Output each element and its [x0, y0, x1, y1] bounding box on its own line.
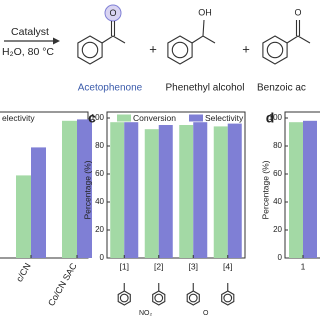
ring-bond: [188, 293, 198, 303]
y-axis-label: Percentage (%): [82, 160, 92, 219]
x-tick-label: [2]: [154, 261, 163, 271]
bar: [213, 126, 228, 259]
y-tick-label: 80: [95, 141, 104, 150]
y-tick-label: 40: [273, 197, 282, 206]
substituent: NO₂: [139, 310, 153, 317]
panel-label: c: [88, 110, 96, 126]
bar: [179, 125, 194, 258]
condition: H₂O, 80 °C: [2, 46, 54, 58]
ring-bond: [171, 41, 189, 59]
bond: [101, 21, 126, 44]
ring-bond: [119, 293, 129, 303]
x-tick-label: 1: [301, 261, 306, 271]
benzene-ring: [77, 35, 103, 65]
atom: OH: [198, 7, 212, 17]
bar: [16, 175, 31, 258]
benzene-ring: [186, 290, 200, 306]
bar: [62, 120, 77, 258]
bar: [289, 122, 303, 258]
x-tick-label: Co/CN SAC: [46, 261, 79, 308]
legend-swatch: [117, 114, 131, 122]
product-name: Phenethyl alcohol: [166, 83, 245, 94]
bond: [191, 19, 216, 44]
bar: [193, 122, 208, 258]
condition: Catalyst: [11, 26, 49, 38]
ring-bond: [266, 41, 284, 59]
ring-bond: [81, 41, 99, 59]
x-tick-label: [3]: [189, 261, 198, 271]
bond: [286, 20, 311, 44]
x-tick-label: [1]: [120, 261, 129, 271]
y-tick-label: 0: [278, 253, 283, 262]
y-tick-label: 0: [100, 253, 105, 262]
benzene-ring: [117, 290, 131, 306]
x-tick-label: c/CN: [14, 261, 33, 283]
bar: [77, 119, 92, 259]
bar: [31, 147, 46, 258]
legend-label: Selectivity: [205, 113, 244, 123]
x-tick-label: [4]: [223, 261, 232, 271]
bar: [158, 125, 173, 258]
legend-label: electivity: [2, 113, 35, 123]
plus: +: [242, 41, 250, 56]
y-tick-label: 40: [95, 197, 104, 206]
highlight: [104, 4, 122, 22]
legend-swatch: [189, 114, 203, 122]
atom: O: [294, 7, 301, 17]
substituent: O: [203, 310, 209, 317]
benzene-ring: [221, 290, 235, 306]
bar: [110, 122, 125, 258]
bar: [144, 129, 159, 258]
plus: +: [149, 41, 157, 56]
product-name: Acetophenone: [78, 83, 143, 94]
y-tick-label: 60: [273, 169, 282, 178]
y-axis-label: Percentage (%): [260, 160, 270, 219]
legend-label: Conversion: [133, 113, 176, 123]
atom: O: [109, 8, 116, 18]
y-tick-label: 60: [95, 169, 104, 178]
bar: [227, 123, 242, 258]
y-tick-label: 20: [273, 225, 282, 234]
product-name: Benzoic ac: [257, 83, 306, 94]
plot-frame: [106, 111, 246, 259]
arrow-head: [53, 37, 60, 45]
benzene-ring: [152, 290, 166, 306]
bar: [124, 122, 139, 258]
panel-label: d: [266, 110, 275, 126]
benzene-ring: [167, 35, 193, 65]
y-tick-label: 100: [91, 113, 105, 122]
y-tick-label: 100: [269, 113, 283, 122]
benzene-ring: [262, 35, 288, 65]
bar: [303, 120, 317, 258]
y-tick-label: 80: [273, 141, 282, 150]
y-tick-label: 20: [95, 225, 104, 234]
ring-bond: [223, 293, 233, 303]
ring-bond: [154, 293, 164, 303]
